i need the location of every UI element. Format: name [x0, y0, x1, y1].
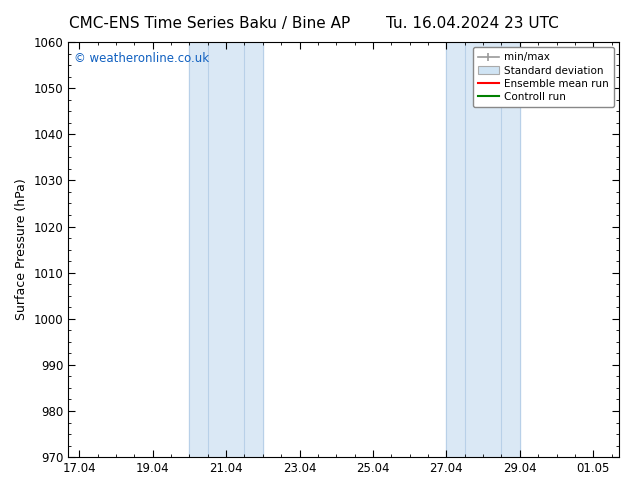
Text: CMC-ENS Time Series Baku / Bine AP: CMC-ENS Time Series Baku / Bine AP — [68, 16, 350, 31]
Bar — [446, 42, 520, 457]
Legend: min/max, Standard deviation, Ensemble mean run, Controll run: min/max, Standard deviation, Ensemble me… — [472, 47, 614, 107]
Bar — [190, 42, 263, 457]
Text: © weatheronline.co.uk: © weatheronline.co.uk — [74, 52, 209, 66]
Text: Tu. 16.04.2024 23 UTC: Tu. 16.04.2024 23 UTC — [386, 16, 559, 31]
Y-axis label: Surface Pressure (hPa): Surface Pressure (hPa) — [15, 179, 28, 320]
